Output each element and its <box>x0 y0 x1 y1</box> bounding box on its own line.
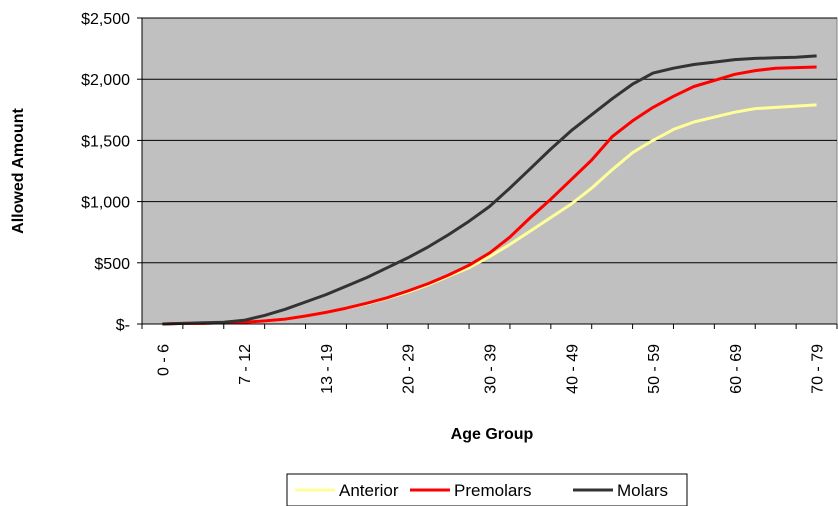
series-lines <box>162 54 817 326</box>
x-tick-label: 70 - 79 <box>810 344 827 394</box>
y-axis-title: Allowed Amount <box>10 108 27 234</box>
y-tick-label: $500 <box>94 256 130 273</box>
y-tick-label: $1,500 <box>81 133 130 150</box>
series-line-premolars <box>162 65 817 326</box>
x-tick-label: 20 - 29 <box>401 344 418 394</box>
y-axis-ticks: $- $500 $1,000 $1,500 $2,000 $2,500 <box>81 11 142 334</box>
y-tick-label: $1,000 <box>81 195 130 212</box>
x-tick-label: 13 - 19 <box>319 344 336 394</box>
legend: Anterior Premolars Molars <box>286 473 688 506</box>
x-tick-label: 50 - 59 <box>646 344 663 394</box>
legend-label-premolars: Premolars <box>454 481 531 500</box>
x-tick-label: 30 - 39 <box>483 344 500 394</box>
y-tick-label: $2,500 <box>81 11 130 28</box>
y-tick-label: $2,000 <box>81 72 130 89</box>
legend-box <box>286 473 688 506</box>
x-tick-label: 40 - 49 <box>564 344 581 394</box>
x-tick-label: 60 - 69 <box>728 344 745 394</box>
x-tick-label: 7 - 12 <box>237 344 254 385</box>
x-axis-title: Age Group <box>451 426 534 443</box>
y-tick-label: $- <box>116 317 130 334</box>
legend-label-anterior: Anterior <box>339 481 399 500</box>
series-line-molars <box>162 54 817 326</box>
x-axis-ticks: 0 - 6 7 - 12 13 - 19 20 - 29 30 - 39 40 - 49 5… <box>141 324 838 394</box>
legend-label-molars: Molars <box>617 481 668 500</box>
plot-area <box>141 17 838 325</box>
x-tick-label: 0 - 6 <box>155 344 172 376</box>
